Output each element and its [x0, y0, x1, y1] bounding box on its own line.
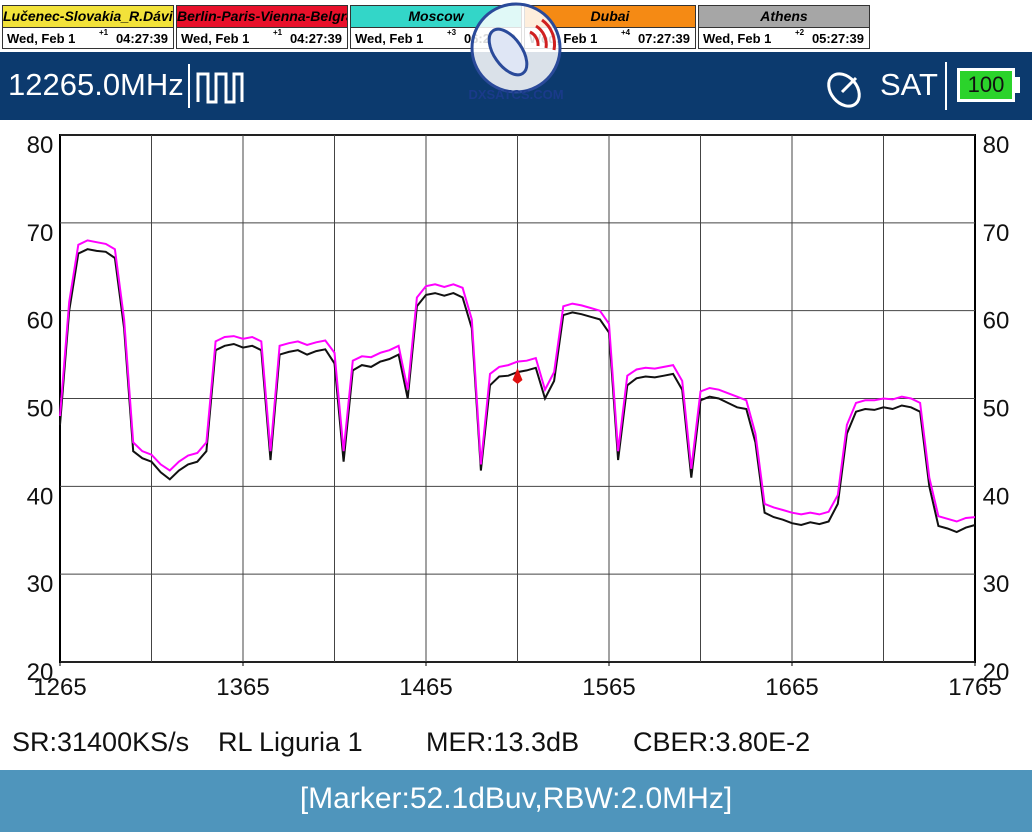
clock-offset: +1	[273, 28, 283, 37]
trace	[59, 239, 976, 523]
clock: Dubai Wed, Feb 1 +4 07:27:39	[524, 5, 696, 49]
clock-date-row: Wed, Feb 1 +1 04:27:39	[177, 28, 347, 49]
x-tick-label: 1565	[582, 674, 635, 701]
x-tick-label: 1465	[399, 674, 452, 701]
y-tick-label-right: 70	[983, 220, 1010, 247]
clock: Athens Wed, Feb 1 +2 05:27:39	[698, 5, 870, 49]
clock-date: Wed, Feb 1	[703, 31, 772, 46]
satellite-icon	[827, 72, 861, 108]
clock-city: Dubai	[525, 6, 695, 28]
y-tick-label: 80	[27, 132, 54, 159]
clock-date: Wed, Feb 1	[7, 31, 76, 46]
y-tick-label-right: 40	[983, 483, 1010, 510]
x-tick-label: 1765	[948, 674, 1001, 701]
clock-time: 07:27:39	[637, 31, 690, 46]
status-item: CBER:3.80E-2	[633, 727, 811, 757]
footer: [Marker:52.1dBuv,RBW:2.0MHz]	[0, 770, 1032, 832]
y-tick-label: 40	[27, 483, 54, 510]
x-tick-label: 1265	[33, 674, 86, 701]
frequency: 12265.0MHz	[8, 67, 184, 102]
status-item: RL Liguria 1	[218, 727, 363, 757]
separator	[945, 62, 947, 110]
clock-city: Berlin-Paris-Vienna-Belgrade	[177, 6, 347, 28]
clock-time: 04:27:39	[115, 31, 168, 46]
status-item: SR:31400KS/s	[12, 727, 190, 757]
clock-city: Lučenec-Slovakia_R.Dávid	[3, 6, 173, 28]
x-tick-label: 1365	[216, 674, 269, 701]
logo-text: DXSATCS.COM	[468, 87, 563, 102]
marker	[512, 368, 523, 385]
clock-date-row: Wed, Feb 1 +2 05:27:39	[699, 28, 869, 49]
clock-offset: +3	[447, 28, 457, 37]
battery-tip	[1015, 77, 1020, 93]
clock-offset: +2	[795, 28, 805, 37]
clock-offset: +1	[99, 28, 109, 37]
clock-date: Wed, Feb 1	[355, 31, 424, 46]
clock: Berlin-Paris-Vienna-Belgrade Wed, Feb 1 +1…	[176, 5, 348, 49]
y-tick-label-right: 30	[983, 571, 1010, 598]
y-tick-label-right: 80	[983, 132, 1010, 159]
clock-offset: +4	[621, 28, 631, 37]
y-tick-label: 30	[27, 571, 54, 598]
mode: SAT	[880, 67, 938, 102]
clock-city: Athens	[699, 6, 869, 28]
y-tick-label: 70	[27, 220, 54, 247]
y-tick-label-right: 20	[983, 659, 1010, 686]
y-tick-label-right: 60	[983, 308, 1010, 335]
y-tick-label-right: 50	[983, 396, 1010, 423]
y-tick-label: 50	[27, 396, 54, 423]
clock: Lučenec-Slovakia_R.Dávid Wed, Feb 1 +1 04:2…	[2, 5, 174, 49]
clock-date-row: Wed, Feb 1 +1 04:27:39	[3, 28, 173, 49]
x-tick-label: 1665	[765, 674, 818, 701]
chart: 20 20 30 30 40 40 50 50 60 60 70 70 80 80 1265 1365 1465…	[27, 132, 1010, 701]
clock-time: 04:27:39	[289, 31, 342, 46]
logo: DXSATCS.COM	[468, 2, 564, 102]
pulse-icon	[188, 64, 244, 108]
status-item: MER:13.3dB	[426, 727, 580, 757]
clock-time: 05:27:39	[811, 31, 864, 46]
y-tick-label: 60	[27, 308, 54, 335]
y-tick-label: 20	[27, 659, 54, 686]
clock-date: Wed, Feb 1	[181, 31, 250, 46]
battery: 100	[957, 68, 1015, 102]
